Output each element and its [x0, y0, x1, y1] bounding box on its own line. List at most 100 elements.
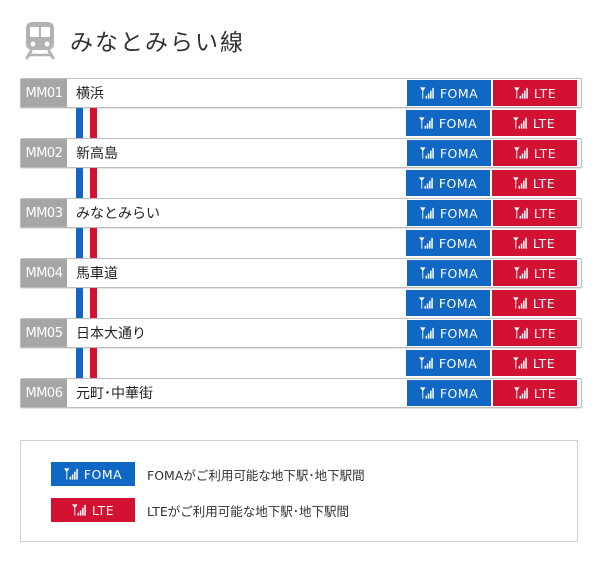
- foma-badge: FOMA: [407, 320, 491, 346]
- signal-icon: [512, 297, 527, 309]
- lte-label: LTE: [532, 235, 556, 251]
- line-blue: [76, 228, 83, 258]
- legend-row-lte: LTE LTEがご利用可能な地下駅･地下駅間: [51, 498, 349, 522]
- station-row: MM03 みなとみらい FOMA LTE: [20, 198, 582, 228]
- station-code: MM03: [21, 199, 67, 227]
- signal-icon: [419, 87, 434, 99]
- line-red: [90, 108, 97, 138]
- lte-badge: LTE: [492, 170, 576, 196]
- foma-badge: FOMA: [407, 260, 491, 286]
- line-blue: [76, 288, 83, 318]
- signal-icon: [513, 207, 528, 219]
- legend-text-foma: FOMAがご利用可能な地下駅･地下駅間: [147, 467, 365, 483]
- line-blue: [76, 168, 83, 198]
- signal-icon: [63, 468, 78, 480]
- lte-label: LTE: [532, 295, 556, 311]
- station-row: MM02 新高島 FOMA LTE: [20, 138, 582, 168]
- lte-badge: LTE: [493, 260, 577, 286]
- segment-row: FOMA LTE: [20, 288, 582, 318]
- foma-label: FOMA: [439, 205, 479, 221]
- signal-icon: [512, 117, 527, 129]
- lte-label: LTE: [533, 325, 557, 341]
- station-row: MM06 元町･中華街 FOMA LTE: [20, 378, 582, 408]
- lte-badge: LTE: [493, 200, 577, 226]
- station-row: MM05 日本大通り FOMA LTE: [20, 318, 582, 348]
- foma-label: FOMA: [439, 325, 479, 341]
- signal-icon: [419, 327, 434, 339]
- signal-icon: [418, 357, 433, 369]
- foma-badge: FOMA: [407, 140, 491, 166]
- lte-badge: LTE: [492, 230, 576, 256]
- foma-badge: FOMA: [407, 380, 491, 406]
- page-title: みなとみらい線: [70, 30, 245, 56]
- foma-label: FOMA: [438, 355, 478, 371]
- signal-icon: [419, 387, 434, 399]
- station-name: 日本大通り: [76, 326, 146, 342]
- foma-badge: FOMA: [406, 350, 490, 376]
- page-header: みなとみらい線: [22, 18, 245, 62]
- line-red: [90, 288, 97, 318]
- station-name: 元町･中華街: [76, 386, 153, 402]
- station-row: MM01 横浜 FOMA LTE: [20, 78, 582, 108]
- segment-row: FOMA LTE: [20, 348, 582, 378]
- signal-icon: [419, 267, 434, 279]
- lte-badge: LTE: [493, 380, 577, 406]
- line-blue: [76, 348, 83, 378]
- signal-icon: [419, 207, 434, 219]
- signal-icon: [418, 237, 433, 249]
- legend-text-lte: LTEがご利用可能な地下駅･地下駅間: [147, 503, 350, 519]
- foma-label: FOMA: [439, 145, 479, 161]
- foma-label: FOMA: [438, 175, 478, 191]
- foma-label: FOMA: [438, 115, 478, 131]
- signal-icon: [418, 177, 433, 189]
- lte-label: LTE: [533, 265, 557, 281]
- lte-label: LTE: [91, 502, 115, 518]
- lte-badge: LTE: [492, 290, 576, 316]
- signal-icon: [512, 357, 527, 369]
- foma-label: FOMA: [439, 85, 479, 101]
- station-name: 馬車道: [76, 266, 118, 282]
- signal-icon: [71, 504, 86, 516]
- foma-label: FOMA: [438, 295, 478, 311]
- station-code: MM06: [21, 379, 67, 407]
- foma-badge: FOMA: [406, 290, 490, 316]
- signal-icon: [513, 87, 528, 99]
- foma-label: FOMA: [439, 385, 479, 401]
- lte-badge: LTE: [493, 320, 577, 346]
- foma-badge: FOMA: [407, 80, 491, 106]
- foma-badge: FOMA: [407, 200, 491, 226]
- station-code: MM04: [21, 259, 67, 287]
- lte-badge: LTE: [493, 80, 577, 106]
- signal-icon: [513, 327, 528, 339]
- signal-icon: [418, 297, 433, 309]
- station-name: 横浜: [76, 86, 104, 102]
- lte-badge: LTE: [51, 498, 135, 522]
- signal-icon: [513, 267, 528, 279]
- segment-row: FOMA LTE: [20, 108, 582, 138]
- lte-badge: LTE: [493, 140, 577, 166]
- lte-label: LTE: [533, 145, 557, 161]
- segment-row: FOMA LTE: [20, 168, 582, 198]
- lte-label: LTE: [533, 205, 557, 221]
- route-map: MM01 横浜 FOMA LTE FOMA LTE MM02 新高島 FOMA …: [20, 78, 582, 408]
- signal-icon: [513, 387, 528, 399]
- lte-badge: LTE: [492, 110, 576, 136]
- foma-badge: FOMA: [51, 462, 135, 486]
- station-row: MM04 馬車道 FOMA LTE: [20, 258, 582, 288]
- signal-icon: [513, 147, 528, 159]
- station-code: MM05: [21, 319, 67, 347]
- foma-badge: FOMA: [406, 230, 490, 256]
- lte-label: LTE: [532, 175, 556, 191]
- line-red: [90, 168, 97, 198]
- foma-label: FOMA: [438, 235, 478, 251]
- signal-icon: [512, 237, 527, 249]
- foma-label: FOMA: [83, 466, 123, 482]
- lte-label: LTE: [532, 355, 556, 371]
- lte-label: LTE: [533, 85, 557, 101]
- line-blue: [76, 108, 83, 138]
- foma-label: FOMA: [439, 265, 479, 281]
- station-name: みなとみらい: [76, 206, 160, 222]
- lte-badge: LTE: [492, 350, 576, 376]
- foma-badge: FOMA: [406, 170, 490, 196]
- lte-label: LTE: [533, 385, 557, 401]
